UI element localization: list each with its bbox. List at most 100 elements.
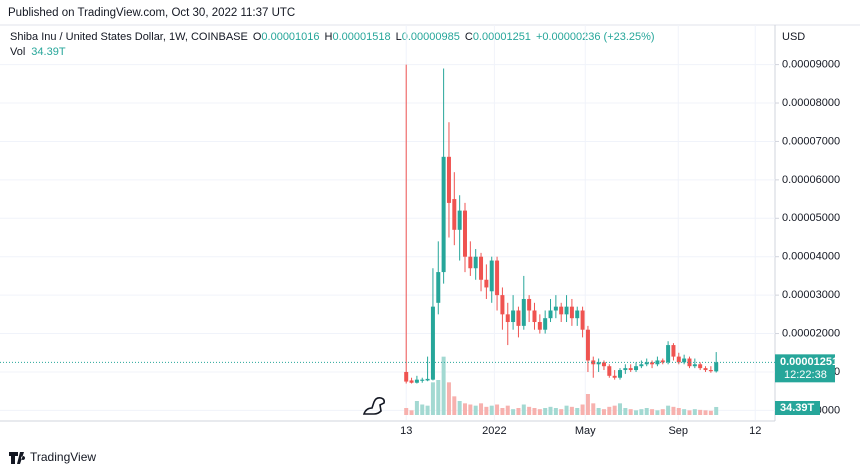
- candle-body: [495, 260, 500, 296]
- candle-body: [666, 345, 671, 363]
- volume-bar: [628, 409, 633, 415]
- volume-bar: [516, 408, 521, 415]
- y-tick-label: 0.00004000: [782, 251, 840, 263]
- ohlc-label: L: [396, 31, 402, 43]
- volume-bar: [575, 408, 580, 415]
- symbol-legend: Shiba Inu / United States Dollar, 1W, CO…: [10, 31, 655, 43]
- candle-body: [409, 380, 414, 383]
- volume-bar: [414, 401, 419, 415]
- volume-bar: [612, 405, 617, 415]
- candle-body: [601, 362, 606, 367]
- candle-body: [452, 199, 457, 230]
- candle-body: [543, 318, 548, 330]
- candle-body: [527, 298, 532, 311]
- brand-name: TradingView: [30, 450, 96, 464]
- candle-body: [639, 364, 644, 367]
- axes: 0.000000000.000010000.000020000.00003000…: [400, 59, 840, 437]
- candle-body: [634, 366, 639, 371]
- volume-bar: [543, 408, 548, 415]
- candle-body: [612, 375, 617, 378]
- volume-bar: [511, 409, 516, 415]
- volume-bar: [607, 406, 612, 415]
- volume-bar: [468, 404, 473, 415]
- candle-body: [660, 360, 665, 363]
- volume-bar: [687, 410, 692, 415]
- volume-bar: [634, 410, 639, 415]
- volume-bar: [463, 403, 467, 415]
- candle-body: [623, 368, 628, 371]
- ohlc-label: H: [325, 31, 333, 43]
- x-tick-label: 12: [749, 425, 761, 437]
- change-value: +0.00000236 (+23.25%): [536, 31, 655, 43]
- y-tick-label: 0.00005000: [782, 212, 840, 224]
- volume-bar: [489, 405, 494, 415]
- volume-bar: [505, 405, 510, 415]
- candle-body: [521, 298, 526, 326]
- volume-bar: [703, 410, 708, 415]
- candle-body: [436, 272, 441, 303]
- volume-bar: [660, 409, 665, 415]
- y-tick-label: 0.00006000: [782, 174, 840, 186]
- ohlc-label: O: [253, 31, 262, 43]
- candle-body: [671, 345, 676, 357]
- volume-bar: [618, 403, 622, 415]
- candle-body: [628, 368, 633, 371]
- volume-bar: [585, 394, 590, 415]
- volume-bar: [580, 404, 585, 415]
- volume-bar: [692, 409, 697, 415]
- candle-body: [698, 364, 703, 369]
- candle-body: [650, 362, 655, 365]
- candle-body: [553, 306, 558, 311]
- candle-body: [618, 370, 622, 378]
- currency-label: USD: [782, 31, 805, 43]
- dino-logo: [362, 397, 385, 415]
- volume-bar: [404, 408, 409, 415]
- candle-body: [500, 295, 505, 315]
- volume-bar: [425, 405, 430, 415]
- candle-body: [714, 362, 719, 372]
- volume-badge-value: 34.39T: [780, 402, 815, 414]
- ohlc-label: C: [465, 31, 473, 43]
- candle-body: [692, 364, 697, 367]
- candle-body: [596, 362, 601, 365]
- candle-body: [484, 279, 489, 288]
- volume-bar: [708, 410, 713, 415]
- volume-bar: [698, 409, 703, 415]
- candle-body: [687, 358, 692, 367]
- volume-bar: [500, 408, 505, 415]
- candle-body: [569, 306, 574, 319]
- candle-body: [607, 366, 612, 376]
- candle-body: [420, 379, 425, 381]
- volume-bar: [495, 404, 500, 415]
- volume-bar: [564, 405, 569, 415]
- close-value: 0.00001251: [473, 31, 531, 43]
- volume-bar: [671, 406, 676, 415]
- candle-body: [430, 306, 435, 380]
- candle-body: [463, 210, 467, 257]
- candle-body: [425, 378, 430, 381]
- candle-body: [457, 210, 462, 230]
- volume-bar: [596, 408, 601, 415]
- volume-bar: [452, 396, 457, 415]
- volume-bar: [623, 408, 628, 415]
- volume-legend: Vol 34.39T: [10, 46, 66, 58]
- volume-bar: [553, 408, 558, 415]
- volume-bars: [404, 356, 719, 415]
- volume-bar: [473, 405, 478, 415]
- countdown: 12:22:38: [784, 369, 827, 381]
- candle-body: [511, 310, 516, 323]
- published-note: Published on TradingView.com, Oct 30, 20…: [8, 7, 295, 19]
- volume-badge: [775, 401, 820, 415]
- candle-body: [703, 368, 708, 371]
- volume-bar: [446, 382, 451, 415]
- volume-bar: [479, 403, 484, 415]
- volume-bar: [601, 409, 606, 415]
- volume-name: Vol: [10, 46, 25, 58]
- low-value: 0.00000985: [402, 31, 460, 43]
- candle-body: [479, 256, 484, 280]
- candle-body: [580, 310, 585, 330]
- open-value: 0.00001016: [261, 31, 319, 43]
- x-tick-label: 13: [400, 425, 412, 437]
